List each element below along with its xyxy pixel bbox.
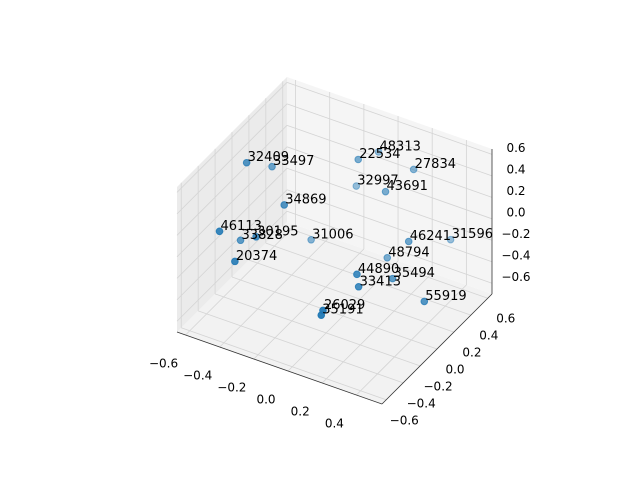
x-tick-label: −0.2	[217, 381, 246, 395]
grid-line	[214, 293, 421, 367]
point-label: 26029	[324, 298, 365, 313]
z-tick-label: 0.4	[506, 162, 525, 176]
point	[354, 282, 363, 291]
grid-line	[286, 146, 493, 220]
point-label: 32409	[248, 150, 289, 165]
point-label: 43691	[387, 179, 428, 194]
y-tick-label: 0.4	[479, 329, 498, 343]
grid-line	[231, 276, 438, 350]
grid-line	[181, 327, 387, 401]
point	[215, 227, 224, 236]
point	[307, 235, 315, 244]
z-tick-label: 0.0	[506, 205, 525, 219]
grid-line	[286, 81, 493, 155]
point	[381, 187, 390, 196]
point-label: 34869	[285, 192, 326, 207]
point-label: 33413	[360, 274, 401, 289]
grid-line	[248, 259, 455, 333]
point	[352, 182, 361, 190]
grid-line	[265, 242, 471, 316]
point	[280, 201, 289, 209]
z-tick-label: 0.6	[506, 141, 525, 155]
grid-line	[176, 189, 288, 301]
grid-line	[176, 168, 288, 279]
point-label: 48794	[388, 245, 429, 260]
grid-line	[282, 225, 488, 299]
grid-line	[286, 189, 493, 263]
z-tick-label: 0.2	[506, 184, 525, 198]
point	[236, 236, 245, 245]
grid-line	[286, 124, 493, 198]
z-tick-label: −0.4	[501, 248, 530, 262]
grid-line	[176, 125, 288, 236]
point	[252, 232, 260, 241]
point-label: 33497	[273, 154, 314, 169]
point-label: 30195	[257, 224, 298, 239]
point-label: 32997	[357, 174, 398, 189]
point	[353, 270, 361, 279]
axis-line	[176, 331, 383, 405]
grid-line	[198, 310, 404, 384]
point-label: 55919	[425, 289, 466, 304]
z-tick-label: −0.2	[501, 227, 530, 241]
point	[242, 158, 251, 167]
point	[268, 162, 276, 171]
point-label: 22534	[359, 147, 400, 162]
point	[354, 155, 363, 164]
point-label: 35494	[394, 266, 435, 281]
y-tick-label: 0.0	[445, 363, 464, 377]
point-label: 31006	[312, 227, 353, 242]
point	[420, 297, 429, 306]
point-label: 35191	[322, 303, 363, 318]
point	[409, 165, 418, 174]
y-tick-label: 0.2	[462, 346, 481, 360]
x-tick-label: 0.0	[256, 393, 275, 407]
axis-line	[381, 293, 493, 405]
point-label: 20374	[236, 249, 277, 264]
point	[446, 235, 455, 244]
grid-line	[286, 210, 493, 284]
point-label: 27834	[415, 157, 456, 172]
z-tick-label: −0.6	[501, 270, 530, 284]
y-tick-label: −0.4	[407, 396, 436, 410]
pane-back	[287, 77, 492, 294]
x-tick-label: 0.4	[325, 417, 344, 431]
point-label: 46241	[410, 229, 451, 244]
point-label: 31596	[452, 227, 493, 242]
y-tick-label: −0.6	[390, 413, 419, 427]
grid-line	[176, 210, 288, 322]
y-tick-label: 0.6	[496, 312, 515, 326]
grid-line	[176, 103, 288, 215]
point	[388, 274, 397, 283]
point	[383, 253, 392, 262]
point-label: 44890	[358, 262, 399, 277]
x-tick-label: −0.4	[183, 369, 212, 383]
grid-line	[286, 103, 493, 177]
point	[404, 237, 413, 246]
x-tick-label: 0.2	[291, 405, 310, 419]
x-tick-label: −0.6	[149, 357, 178, 371]
point-label: 46113	[221, 219, 262, 234]
point	[374, 148, 383, 156]
point-label: 33828	[242, 228, 283, 243]
y-tick-label: −0.2	[424, 379, 453, 393]
point-label: 48313	[380, 139, 421, 154]
grid-line	[286, 167, 493, 241]
point	[317, 311, 326, 319]
grid-line	[176, 82, 288, 193]
point	[231, 257, 239, 266]
